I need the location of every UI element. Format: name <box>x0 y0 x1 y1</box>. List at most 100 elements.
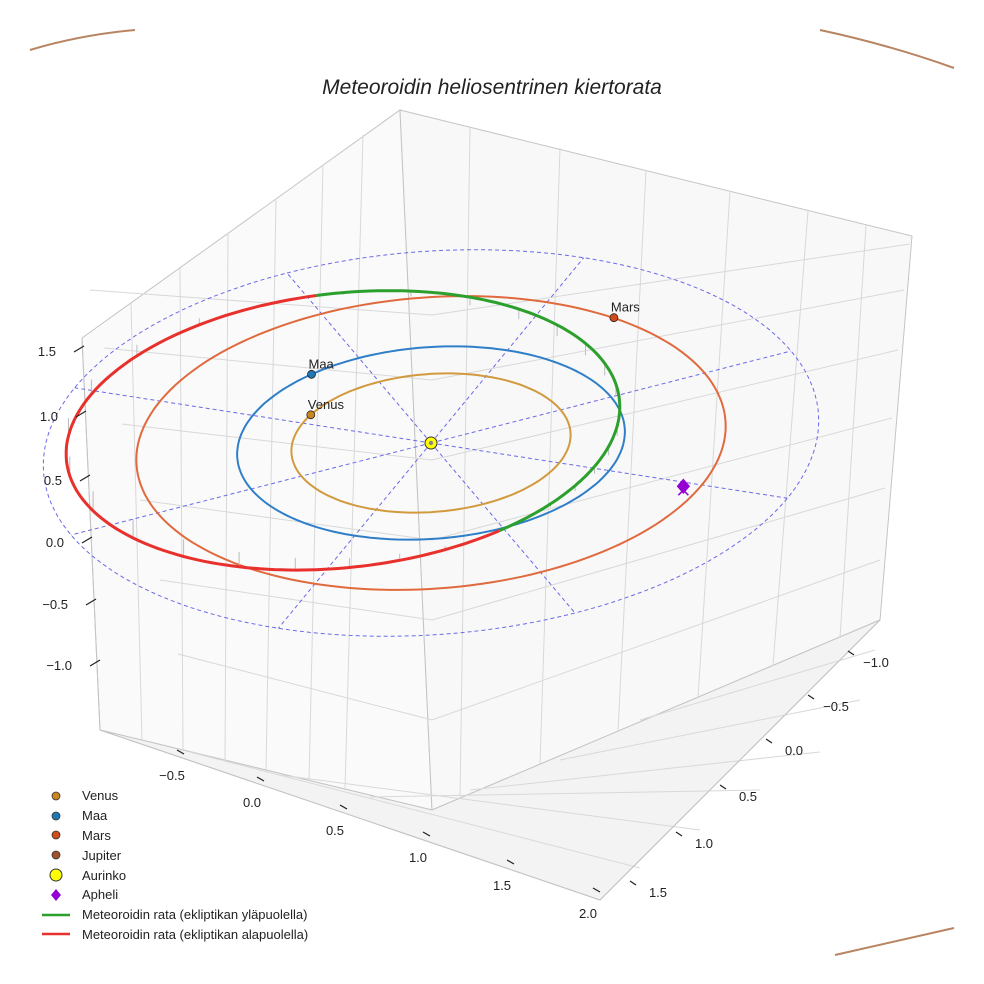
planet-label-venus: Venus <box>308 397 345 412</box>
legend-label: Aurinko <box>82 867 127 883</box>
legend-label: Mars <box>82 827 111 843</box>
orbit-venus <box>290 372 572 514</box>
jupiter-orbit <box>29 29 955 956</box>
x-tick-label: −0.5 <box>159 768 185 783</box>
legend-item: Apheli <box>40 885 308 905</box>
legend-symbol <box>40 808 76 824</box>
legend-item: Meteoroidin rata (ekliptikan yläpuolella… <box>40 905 308 925</box>
legend-label: Apheli <box>82 887 119 903</box>
grid-line-right-5 <box>839 224 867 639</box>
x-tick-mark <box>256 776 265 782</box>
z-tick-mark <box>75 410 87 418</box>
legend-dot <box>51 811 61 821</box>
jupiter-arc-top-left <box>29 29 136 51</box>
grid-line-left-5 <box>344 134 364 790</box>
grid-line-left-0 <box>130 302 143 741</box>
grid-line-right-1 <box>539 147 561 765</box>
y-tick-label: −0.5 <box>823 699 849 714</box>
grid-line-floor-3 <box>469 751 821 791</box>
axis-ticks: −0.5 0.0 0.5 1.0 1.5 2.0 −1.0 −0.5 0.0 0.5 1.0 1.5 −… <box>38 344 889 921</box>
z-tick-label: −0.5 <box>42 597 68 612</box>
grid-line-left-2 <box>224 232 229 762</box>
planet-maa <box>307 369 316 379</box>
x-tick-label: 2.0 <box>579 906 597 921</box>
meteoroid-orbit-above-1 <box>316 289 622 468</box>
x-tick-label: 1.5 <box>493 878 511 893</box>
y-tick-mark <box>675 831 683 837</box>
planet-label-mars: Mars <box>611 300 640 315</box>
z-tick-label: −1.0 <box>46 658 72 673</box>
ecliptic-spoke-4 <box>430 442 576 614</box>
legend-label: Venus <box>82 788 119 804</box>
ecliptic-circle <box>42 249 820 637</box>
legend-dot <box>51 791 61 801</box>
grid-line-floor-2 <box>369 789 761 798</box>
aphelion-projection <box>677 484 689 496</box>
x-tick-mark <box>592 887 601 893</box>
x-tick-mark <box>422 831 431 837</box>
y-tick-mark <box>807 694 815 700</box>
axis-edge-x <box>99 729 601 901</box>
legend-symbol <box>40 926 76 942</box>
y-tick-label: 0.5 <box>739 789 757 804</box>
x-tick-mark <box>506 859 515 865</box>
y-tick-label: 1.0 <box>695 836 713 851</box>
legend-label: Meteoroidin rata (ekliptikan alapuolella… <box>82 926 309 942</box>
axes-frame <box>81 109 913 901</box>
y-tick-mark <box>629 880 637 886</box>
legend-item: Aurinko <box>40 865 308 885</box>
legend-label: Jupiter <box>82 847 122 863</box>
legend-symbol <box>40 847 76 863</box>
legend: Venus Maa Mars Jupiter Aurinko Apheli Meteoroi… <box>40 786 308 944</box>
y-tick-mark <box>719 784 727 790</box>
grid-line-right-3 <box>697 190 731 699</box>
grid-line-z-0 <box>177 559 881 721</box>
z-tick-mark <box>73 345 85 353</box>
grid-line-z-2 <box>139 417 893 541</box>
y-tick-label: −1.0 <box>863 655 889 670</box>
y-tick-mark <box>847 650 855 656</box>
x-tick-label: 1.0 <box>409 850 427 865</box>
grid-line-left-1 <box>179 267 184 752</box>
jupiter-arc-bottom-right <box>834 927 955 956</box>
z-tick-mark <box>79 474 91 482</box>
aphelion-marker <box>676 478 691 495</box>
sun-core <box>428 440 434 446</box>
z-tick-label: 0.5 <box>44 473 62 488</box>
z-tick-mark <box>89 659 101 667</box>
z-tick-mark <box>81 536 93 544</box>
grid-line-floor-4 <box>559 699 861 761</box>
grid-line-right-4 <box>772 210 809 667</box>
grid-line-z-1 <box>159 487 886 621</box>
y-tick-label: 0.0 <box>785 743 803 758</box>
z-tick-label: 1.5 <box>38 344 56 359</box>
z-tick-label: 1.0 <box>40 409 58 424</box>
legend-item: Jupiter <box>40 845 308 865</box>
x-tick-mark <box>176 749 185 755</box>
legend-item: Venus <box>40 786 308 806</box>
grid-line-z-4 <box>103 289 905 381</box>
legend-label: Meteoroidin rata (ekliptikan yläpuolella… <box>82 907 308 923</box>
z-tick-label: 0.0 <box>46 535 64 550</box>
grid-line-floor-5 <box>639 649 876 721</box>
grid-line-floor-0 <box>189 751 641 869</box>
axis-edge-y <box>599 619 881 901</box>
grid-line-right-0 <box>459 125 471 799</box>
legend-sun <box>49 868 63 882</box>
legend-item: Meteoroidin rata (ekliptikan alapuolella… <box>40 925 308 945</box>
jupiter-arc-top-right <box>819 29 955 69</box>
grid-line-left-4 <box>308 164 324 782</box>
planet-mars <box>609 313 619 323</box>
legend-symbol <box>40 827 76 843</box>
legend-item: Maa <box>40 806 308 826</box>
x-tick-label: 0.0 <box>243 795 261 810</box>
chart-title: Meteoroidin heliosentrinen kiertorata <box>322 76 662 99</box>
markers: Venus Maa Mars <box>306 300 691 496</box>
y-tick-mark <box>765 738 773 744</box>
legend-dot <box>51 850 61 860</box>
meteoroid-orbit <box>64 289 622 572</box>
legend-label: Maa <box>82 808 108 824</box>
legend-symbol <box>40 867 76 883</box>
grid-line-z-3 <box>121 349 899 461</box>
